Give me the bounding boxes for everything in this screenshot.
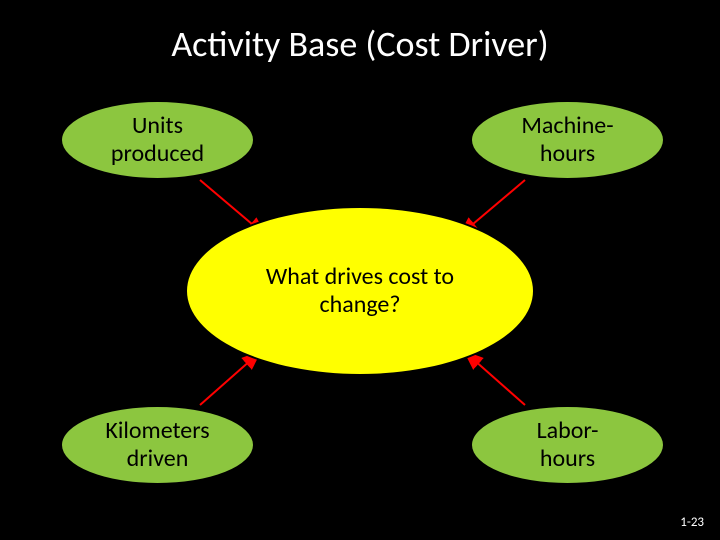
slide-title: Activity Base (Cost Driver): [0, 22, 720, 66]
node-label: Kilometersdriven: [105, 417, 209, 472]
node-units-produced: Unitsproduced: [60, 100, 255, 180]
node-machine-hours: Machine-hours: [470, 100, 665, 180]
center-question: What drives cost tochange?: [185, 206, 535, 376]
node-kilometers-driven: Kilometersdriven: [60, 405, 255, 485]
node-label: Unitsproduced: [111, 112, 204, 167]
node-label: Machine-hours: [521, 112, 613, 167]
node-labor-hours: Labor-hours: [470, 405, 665, 485]
center-label: What drives cost tochange?: [266, 263, 454, 318]
node-label: Labor-hours: [537, 417, 599, 472]
page-number: 1-23: [680, 515, 704, 530]
